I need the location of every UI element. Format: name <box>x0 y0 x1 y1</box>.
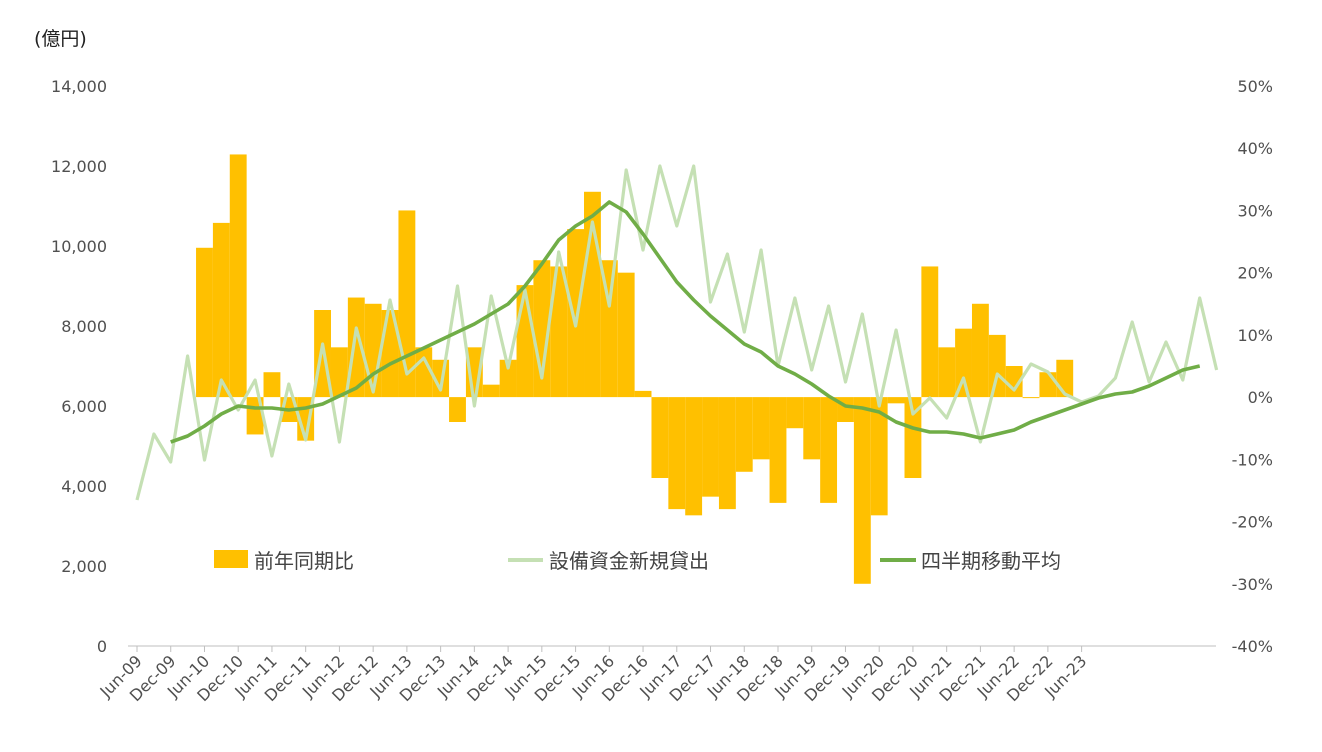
bar-yoy <box>229 154 247 398</box>
y-left-tick-label: 0 <box>97 637 107 656</box>
legend: 前年同期比 設備資金新規貸出 四半期移動平均 <box>214 549 1061 573</box>
bar-yoy <box>971 303 989 398</box>
bar-yoy <box>769 397 787 503</box>
bar-yoy <box>550 266 568 398</box>
bar-yoy <box>904 397 922 478</box>
bar-yoy <box>651 397 669 478</box>
bar-yoy <box>938 347 956 398</box>
bar-yoy <box>803 397 821 460</box>
bar-yoy <box>702 397 719 497</box>
bar-yoy <box>1039 372 1057 398</box>
bar-yoy <box>499 359 517 398</box>
y-right-tick-label: 40% <box>1237 139 1273 158</box>
y-left-tick-label: 4,000 <box>61 477 107 496</box>
bar-yoy <box>196 247 213 398</box>
bar-yoy <box>600 260 618 398</box>
bar-yoy <box>988 334 1006 398</box>
y-left-tick-label: 14,000 <box>51 77 107 96</box>
bar-yoy <box>1005 366 1023 398</box>
y-right-tick-label: 0% <box>1248 388 1273 407</box>
bar-yoy <box>347 297 365 398</box>
y-right-tick-label: 20% <box>1237 264 1273 283</box>
bar-yoy <box>820 397 838 503</box>
bar-yoy <box>516 285 534 398</box>
legend-line1-label: 設備資金新規貸出 <box>549 549 709 573</box>
bar-yoy <box>668 397 686 510</box>
y-right-tick-label: 10% <box>1237 326 1273 345</box>
legend-line2-label: 四半期移動平均 <box>921 549 1061 573</box>
legend-bar-swatch <box>214 550 248 568</box>
bar-yoy <box>870 397 888 516</box>
line-series <box>135 164 1219 501</box>
legend-bar-label: 前年同期比 <box>254 549 354 573</box>
bar-yoy <box>786 397 804 429</box>
y-right-tick-label: 50% <box>1237 77 1273 96</box>
bar-yoy <box>567 229 585 398</box>
y-right-tick-label: -30% <box>1232 575 1273 594</box>
bar-yoy <box>685 397 703 516</box>
y-right-tick-label: 30% <box>1237 201 1273 220</box>
bar-yoy <box>212 222 230 398</box>
bar-yoy <box>364 303 382 398</box>
bar-yoy <box>718 397 736 510</box>
bar-yoy <box>482 384 500 398</box>
y-left-tick-label: 10,000 <box>51 237 107 256</box>
y-axis-unit-label: (億円) <box>34 28 87 50</box>
bar-yoy <box>752 397 770 460</box>
line-new-equipment-loans <box>135 164 1219 501</box>
bar-yoy <box>415 347 433 398</box>
bar-yoy <box>853 397 871 584</box>
bar-yoy <box>1022 397 1040 399</box>
line-quarterly-moving-average <box>170 200 1201 444</box>
y-left-tick-label: 2,000 <box>61 557 107 576</box>
bar-yoy <box>330 347 348 398</box>
bar-yoy <box>921 266 939 398</box>
y-right-tick-label: -20% <box>1232 513 1273 532</box>
y-left-tick-label: 12,000 <box>51 157 107 176</box>
bar-yoy <box>634 390 652 398</box>
bar-yoy <box>449 397 466 422</box>
bar-yoy <box>263 372 281 398</box>
y-right-tick-label: -40% <box>1232 637 1273 656</box>
y-left-tick-label: 6,000 <box>61 397 107 416</box>
y-left-tick-label: 8,000 <box>61 317 107 336</box>
y-right-tick-label: -10% <box>1232 450 1273 469</box>
bar-yoy <box>955 328 972 398</box>
bar-yoy <box>887 397 905 404</box>
bar-yoy <box>735 397 753 472</box>
bar-yoy <box>617 272 635 398</box>
